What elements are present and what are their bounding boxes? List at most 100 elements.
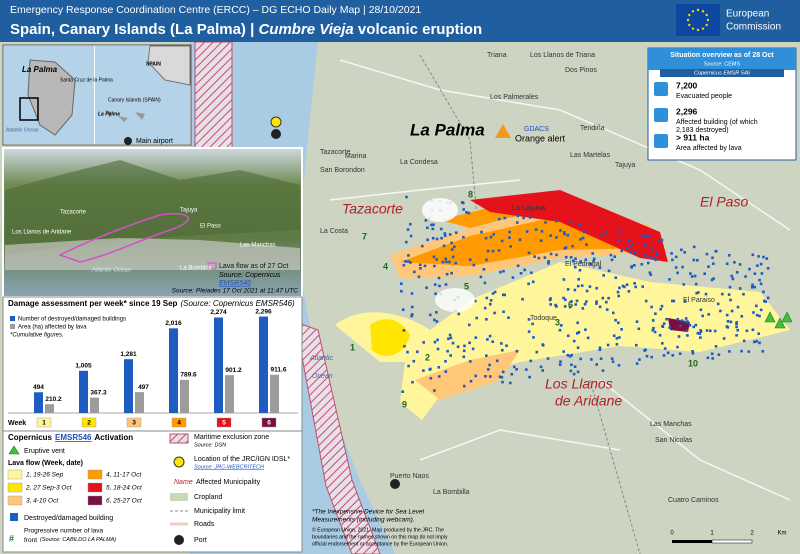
logo-text: European [726,9,769,20]
legend-text: Eruptive vent [24,448,65,455]
building-dot [755,340,759,343]
legend-label: Area (ha) affected by lava [18,325,87,331]
view3d-place: La Bombilla [180,266,212,272]
eu-star [688,13,691,17]
view3d-place: Las Manchas [240,243,276,249]
scale-bar [711,539,753,544]
building-dot [648,255,652,258]
value-label: 2,296 [255,308,272,315]
title-suffix: volcanic eruption [354,21,482,38]
building-dot [555,305,558,308]
building-dot [527,282,530,286]
building-dot [652,326,655,330]
building-dot [579,238,582,241]
building-dot [627,290,631,293]
building-dot [541,343,544,346]
buildings-bar [214,317,223,413]
building-dot [714,345,718,348]
building-dot [609,253,613,257]
building-dot [686,334,689,337]
building-dot [400,289,403,293]
legend-panel [2,430,303,553]
building-dot [572,372,576,376]
view3d-place: El Paso [200,224,221,230]
building-dot [579,260,582,263]
building-dot [635,362,639,365]
building-dot [699,329,702,332]
building-dot [571,244,574,248]
building-dot [424,219,428,222]
legend-title-link[interactable]: EMSR546 [55,433,92,442]
value-label: 1,281 [120,351,137,358]
legend-building [10,513,18,521]
building-dot [766,266,770,270]
building-dot [441,260,445,264]
building-dot [586,336,590,340]
building-dot [498,375,502,379]
building-dot [489,302,492,306]
building-dot [500,239,504,243]
building-dot [522,216,525,220]
building-dot [562,296,565,300]
building-dot [569,221,573,224]
eu-star [705,23,708,27]
building-dot [710,278,714,282]
building-dot [568,355,572,358]
building-dot [471,347,475,351]
building-dot [751,283,754,287]
building-dot [662,354,666,357]
building-dot [529,359,533,363]
building-dot [730,309,734,313]
building-dot [554,303,557,307]
building-dot [598,346,602,350]
x-tick-label: 1 [42,420,46,427]
building-dot [507,316,510,319]
building-dot [450,241,453,245]
building-dot [654,258,657,262]
building-dot [714,250,717,253]
building-dot [655,253,659,256]
building-dot [438,284,441,288]
building-dot [763,299,766,303]
building-dot [483,281,487,285]
building-dot [575,299,579,303]
building-dot [410,313,414,316]
value-label: 1,005 [75,363,92,370]
legend-link[interactable]: Source: JRC-WEBCRITECH [194,464,264,470]
eu-star [696,28,700,32]
building-dot [653,330,657,334]
lava-week2 [370,319,410,356]
view3d-link[interactable]: EMSR546 [219,280,251,287]
municipality-label: Tazacorte [342,201,403,217]
building-dot [443,232,447,235]
place-label: Las Martelas [570,152,611,159]
building-dot [549,303,552,306]
legend-text: Destroyed/damaged building [24,515,113,522]
building-dot [719,309,722,313]
building-dot [757,255,760,258]
building-dot [758,314,761,318]
legend-text: Progressive number of lava [24,528,104,535]
building-dot [574,257,577,260]
cloud [435,288,475,312]
building-dot [629,250,632,254]
inset-extent [19,97,39,121]
building-dot [566,353,570,357]
building-dot [731,277,735,281]
value-label: 911.6 [271,366,287,373]
ocean-label: Atlantic [309,355,333,362]
building-dot [535,350,539,354]
building-dot [647,261,650,265]
building-dot [563,247,567,250]
lava-week5 [470,190,668,262]
legend-text: Affected Municipality [196,479,261,486]
chart-note: *Cumulative figures. [10,333,64,339]
building-dot [429,313,432,317]
building-dot [689,272,692,275]
building-dot [573,288,577,292]
building-dot [475,316,478,320]
lava-front-number: 8 [468,189,473,199]
lava-front-number: 4 [383,261,388,271]
building-dot [618,229,622,233]
